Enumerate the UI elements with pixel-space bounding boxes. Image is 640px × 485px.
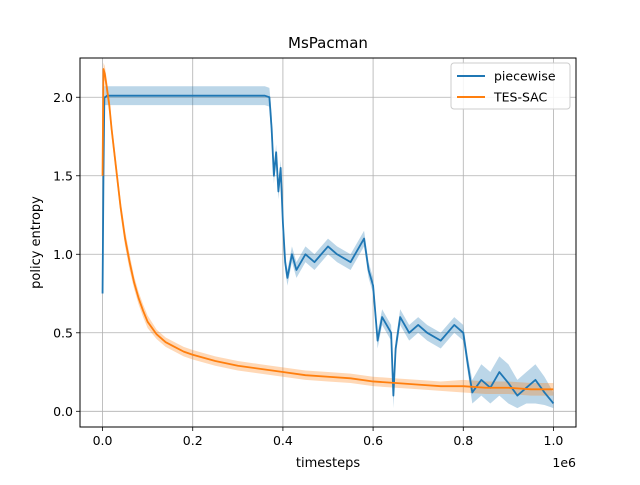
- axes-frame: [79, 57, 577, 428]
- legend: piecewise TES-SAC: [450, 62, 571, 110]
- series-lines: [101, 68, 555, 405]
- x-axis-label: timesteps: [296, 456, 360, 471]
- x-tick-label: 0.0: [93, 433, 113, 448]
- y-tick-label: 0.5: [53, 325, 73, 340]
- x-tick-label: 1.0: [544, 433, 564, 448]
- x-tick-label: 0.8: [453, 433, 473, 448]
- legend-label-tes-sac: TES-SAC: [493, 90, 547, 105]
- axis-ticks: 0.0 0.2 0.4 0.6 0.8 1.0 0.0 0.5 1.0 1.5 2.0: [53, 90, 563, 448]
- x-tick-label: 0.4: [273, 433, 293, 448]
- legend-label-piecewise: piecewise: [494, 69, 556, 84]
- x-axis-offset-label: 1e6: [552, 455, 576, 470]
- series-line-piecewise: [101, 94, 555, 405]
- y-tick-label: 0.0: [53, 404, 73, 419]
- series-line-tes-sac: [101, 68, 554, 391]
- y-tick-label: 1.5: [53, 168, 73, 183]
- x-tick-label: 0.2: [183, 433, 203, 448]
- y-tick-label: 2.0: [53, 90, 73, 105]
- chart-title: MsPacman: [288, 34, 368, 52]
- y-axis-label: policy entropy: [29, 196, 44, 289]
- x-tick-label: 0.6: [363, 433, 383, 448]
- y-tick-label: 1.0: [53, 247, 73, 262]
